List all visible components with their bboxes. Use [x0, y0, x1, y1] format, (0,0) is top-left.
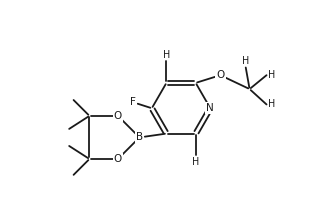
Text: O: O — [216, 70, 224, 80]
Text: N: N — [206, 103, 214, 113]
Text: H: H — [163, 50, 170, 60]
Text: B: B — [136, 133, 143, 142]
Text: H: H — [242, 56, 249, 66]
Text: O: O — [114, 111, 122, 121]
Text: H: H — [192, 157, 199, 167]
Text: F: F — [130, 97, 135, 107]
Text: H: H — [268, 70, 275, 80]
Text: H: H — [268, 99, 275, 110]
Text: O: O — [114, 154, 122, 164]
